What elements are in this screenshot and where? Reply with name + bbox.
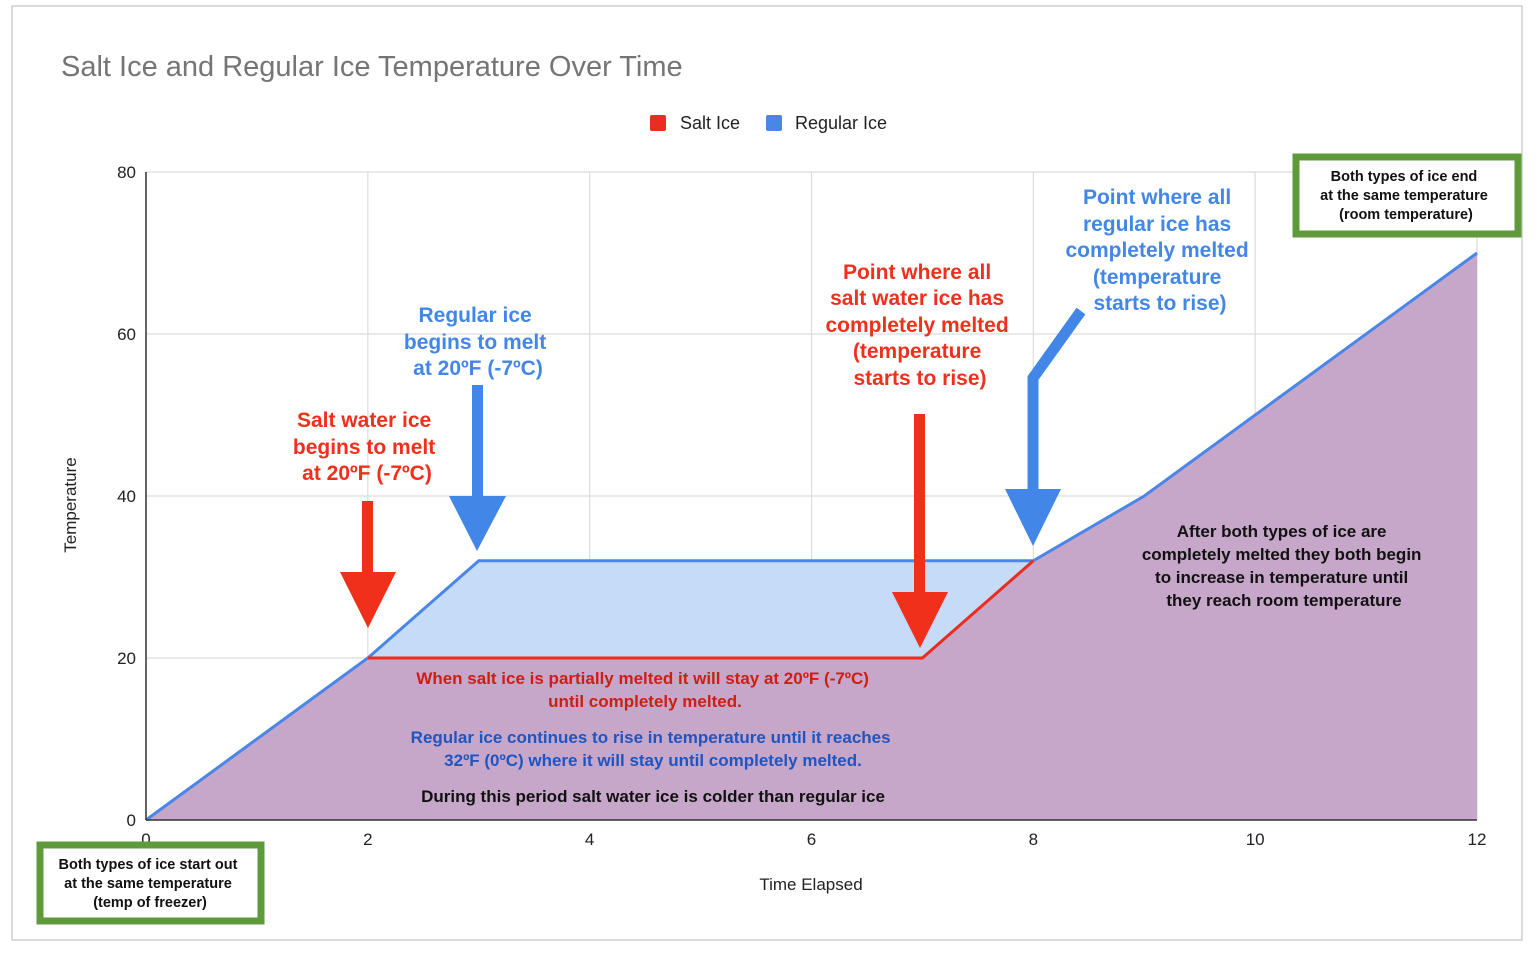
- colder-period-annotation: During this period salt water ice is col…: [421, 787, 885, 806]
- x-tick-label: 4: [585, 830, 594, 849]
- regular-melt-arrow: [449, 385, 506, 551]
- x-tick-label: 12: [1468, 830, 1487, 849]
- x-tick-label: 2: [363, 830, 372, 849]
- legend-label: Regular Ice: [795, 113, 887, 133]
- y-axis-label: Temperature: [61, 457, 80, 552]
- svg-text:Both types of ice end: Both types of ice end at the same temper…: [1320, 169, 1492, 223]
- y-tick-label: 20: [117, 649, 136, 668]
- x-tick-label: 6: [807, 830, 816, 849]
- legend-swatch: [650, 115, 666, 131]
- x-tick-label: 10: [1246, 830, 1265, 849]
- regular-melted-annotation: Point where all regular ice has complete…: [1065, 186, 1254, 315]
- salt-ice-area: [146, 253, 1477, 820]
- salt-melted-arrow: [892, 414, 948, 648]
- legend-label: Salt Ice: [680, 113, 740, 133]
- salt-melted-annotation: Point where all salt water ice has compl…: [825, 261, 1014, 390]
- legend: Salt Ice Regular Ice: [650, 113, 887, 133]
- after-melt-annotation: After both types of ice are completely m…: [1142, 522, 1426, 610]
- salt-melt-arrow: [340, 501, 396, 628]
- legend-swatch: [766, 115, 782, 131]
- start-temperature-box: Both types of ice start out at the same …: [36, 841, 265, 925]
- y-tick-label: 40: [117, 487, 136, 506]
- chart-title: Salt Ice and Regular Ice Temperature Ove…: [61, 51, 683, 83]
- y-tick-label: 80: [117, 163, 136, 182]
- salt-melt-annotation: Salt water ice begins to melt at 20ºF (-…: [293, 409, 441, 485]
- svg-text:Both types of ice start out: Both types of ice start out at the same …: [59, 857, 242, 911]
- regular-melt-annotation: Regular ice begins to melt at 20ºF (-7ºC…: [404, 304, 552, 380]
- salt-ice-line: [367, 559, 1035, 660]
- tick-labels: 0 2 4 6 8 10 12 0 20 40 60 80: [117, 163, 1486, 849]
- axes: [145, 172, 1477, 821]
- x-tick-label: 0: [141, 830, 150, 849]
- regular-melted-arrow: [1005, 307, 1086, 546]
- series-areas: [146, 253, 1477, 820]
- x-axis-label: Time Elapsed: [759, 875, 862, 894]
- x-tick-label: 8: [1029, 830, 1038, 849]
- end-temperature-box: Both types of ice end at the same temper…: [1292, 153, 1522, 238]
- salt-plateau-annotation: When salt ice is partially melted it wil…: [416, 669, 873, 711]
- y-tick-label: 60: [117, 325, 136, 344]
- y-tick-label: 0: [127, 811, 136, 830]
- regular-plateau-annotation: Regular ice continues to rise in tempera…: [411, 728, 896, 770]
